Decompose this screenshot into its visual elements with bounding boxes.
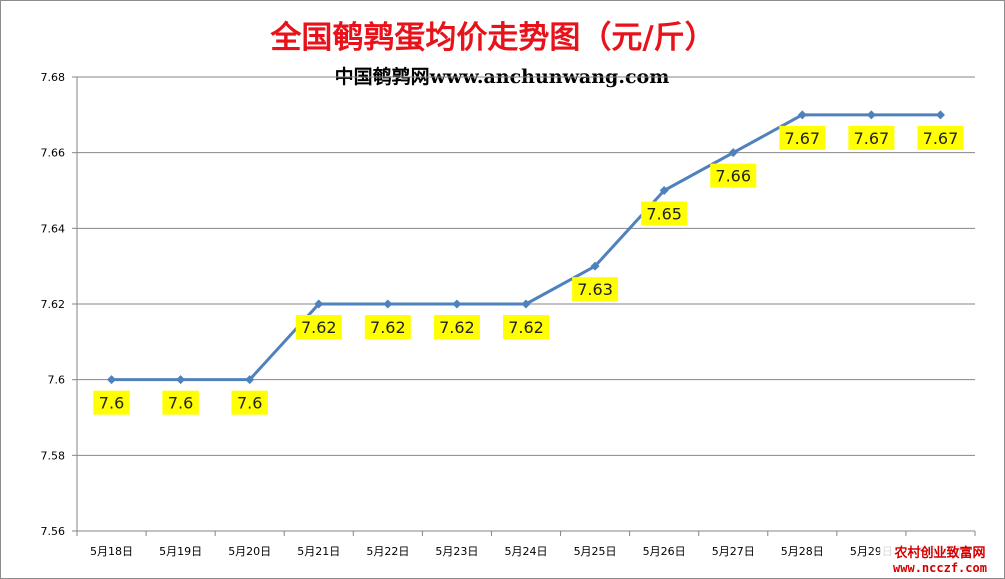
data-point: [728, 148, 738, 158]
data-label-background: [93, 390, 130, 415]
data-point: [245, 375, 255, 385]
data-label-background: [433, 315, 480, 339]
y-tick-label: 7.64: [41, 222, 66, 235]
data-label-background: [710, 163, 757, 188]
data-label-background: [231, 390, 268, 415]
y-tick-label: 7.6: [48, 374, 66, 387]
x-tick-label: 5月28日: [781, 545, 824, 558]
data-label: 7.62: [508, 318, 544, 337]
x-tick-label: 5月22日: [366, 545, 409, 558]
x-axis-ticks: 5月18日 5月19日 5月20日 5月21日 5月22日 5月23日 5月24日 5月25日…: [76, 531, 976, 558]
data-label: 7.66: [715, 167, 751, 186]
data-label: 7.63: [577, 280, 613, 299]
data-point: [659, 186, 669, 195]
data-label-background: [641, 201, 688, 226]
watermark-line2: www.ncczf.com: [893, 561, 987, 575]
y-tick-label: 7.56: [41, 525, 66, 538]
data-point: [107, 375, 117, 385]
data-point: [452, 299, 462, 309]
data-label: 7.6: [237, 394, 262, 413]
data-label: 7.65: [646, 205, 682, 224]
y-axis-ticks: 7.56 7.58 7.6 7.62 7.64 7.66 7.68: [41, 71, 77, 538]
data-label: 7.6: [99, 394, 124, 413]
watermark-line1: 农村创业致富网: [893, 545, 985, 561]
data-label-background: [572, 277, 619, 302]
data-point: [314, 299, 324, 309]
data-label-background: [848, 125, 895, 150]
data-label: 7.67: [854, 129, 890, 148]
data-label: 7.67: [784, 129, 820, 148]
data-label: 7.6: [168, 394, 193, 413]
data-point: [176, 375, 186, 385]
data-label: 7.62: [439, 318, 475, 337]
data-point: [866, 110, 876, 120]
data-label-background: [917, 125, 964, 150]
data-point: [797, 110, 807, 120]
series-polyline: [111, 113, 941, 382]
x-tick-label: 5月27日: [712, 545, 755, 558]
data-label: 7.62: [370, 318, 406, 337]
x-tick-label: 5月23日: [435, 545, 478, 558]
data-label: 7.62: [301, 318, 337, 337]
data-labels: 7.6 7.6 7.6 7.62 7.62 7.62 7.62 7.63 7.65 7.66 7.6…: [93, 125, 964, 415]
watermark: 农村创业致富网 www.ncczf.com: [880, 542, 1000, 576]
data-label-background: [503, 315, 549, 339]
y-tick-label: 7.68: [41, 71, 66, 84]
x-tick-label: 5月20日: [228, 545, 271, 558]
x-tick-label: 5月25日: [574, 545, 617, 558]
y-tick-label: 7.66: [41, 147, 66, 160]
chart-title: 全国鹌鹑蛋均价走势图（元/斤）: [269, 20, 715, 56]
data-label-background: [779, 125, 826, 150]
y-tick-label: 7.58: [41, 449, 66, 462]
x-tick-label: 5月18日: [90, 545, 133, 558]
data-label-background: [295, 315, 342, 339]
watermark-background: [880, 542, 1000, 576]
x-tick-label: 5月26日: [643, 545, 686, 558]
y-tick-label: 7.62: [41, 298, 66, 311]
data-point: [383, 299, 393, 309]
x-tick-label: 5月19日: [159, 545, 202, 558]
data-label-background: [162, 390, 199, 415]
data-label: 7.67: [923, 129, 959, 148]
series-line: [107, 110, 945, 385]
data-label-background: [364, 315, 411, 339]
data-point: [935, 110, 945, 120]
gridlines: [77, 76, 975, 456]
x-tick-label: 5月24日: [505, 545, 548, 558]
x-tick-label: 5月21日: [297, 545, 340, 558]
data-point: [590, 261, 600, 271]
data-point: [521, 299, 531, 309]
